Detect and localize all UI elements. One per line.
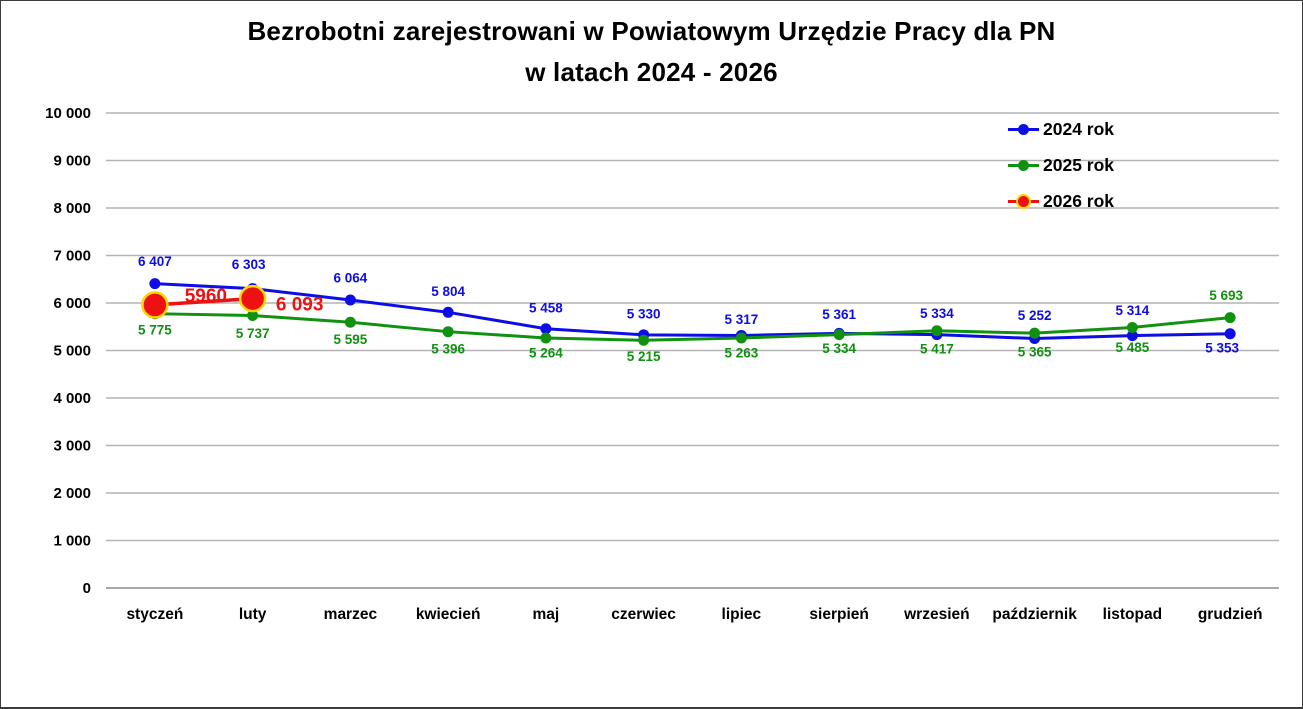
y-axis-tick-label: 0: [83, 580, 91, 597]
chart-title-line2: w latach 2024 - 2026: [525, 57, 778, 87]
marker-2026-styczeń: [141, 291, 169, 319]
legend-label-2026: 2026 rok: [1043, 191, 1114, 211]
y-axis-tick-label: 3 000: [53, 437, 91, 454]
data-label-2025-kwiecień: 5 396: [431, 341, 465, 356]
y-axis-tick-label: 10 000: [45, 105, 91, 122]
legend-item-2024: 2024 rok: [1008, 119, 1114, 139]
data-label-2024-luty: 6 303: [232, 257, 266, 272]
data-label-2024-maj: 5 458: [529, 300, 563, 315]
x-axis-month-label: grudzień: [1198, 606, 1263, 623]
x-axis-month-label: październik: [992, 606, 1077, 623]
data-label-2024-wrzesień: 5 334: [920, 306, 954, 321]
x-axis-month-label: listopad: [1103, 606, 1162, 623]
data-label-2024-październik: 5 252: [1018, 308, 1052, 323]
x-axis-month-label: kwiecień: [416, 606, 481, 623]
marker-2025-sierpień: [833, 329, 845, 341]
marker-2024-grudzień: [1224, 328, 1236, 340]
x-axis-month-label: wrzesień: [903, 606, 969, 623]
chart-title: Bezrobotni zarejestrowani w Powiatowym U…: [1, 11, 1302, 93]
marker-2026-luty: [238, 284, 267, 313]
data-label-2024-kwiecień: 5 804: [431, 284, 465, 299]
marker-2025-czerwiec: [638, 334, 650, 346]
data-label-2024-listopad: 5 314: [1115, 303, 1149, 318]
marker-2025-listopad: [1126, 321, 1138, 333]
y-axis-tick-label: 4 000: [53, 390, 91, 407]
x-axis-month-label: lipiec: [722, 606, 762, 623]
y-axis-tick-label: 1 000: [53, 532, 91, 549]
data-label-2024-marzec: 6 064: [333, 271, 367, 286]
x-axis-month-label: maj: [533, 606, 560, 623]
legend-marker: [1018, 124, 1029, 135]
y-axis-tick-label: 8 000: [53, 200, 91, 217]
legend-marker: [1016, 194, 1031, 209]
marker-2025-marzec: [344, 316, 356, 328]
x-axis-month-label: marzec: [324, 606, 378, 623]
marker-2025-grudzień: [1224, 312, 1236, 324]
data-label-2025-marzec: 5 595: [333, 332, 367, 347]
y-axis-tick-label: 7 000: [53, 247, 91, 264]
y-axis-tick-label: 2 000: [53, 485, 91, 502]
y-axis-tick-label: 6 000: [53, 295, 91, 312]
legend-item-2026: 2026 rok: [1008, 191, 1114, 211]
data-label-2025-wrzesień: 5 417: [920, 341, 954, 356]
data-label-2025-grudzień: 5 693: [1209, 288, 1243, 303]
marker-2025-kwiecień: [442, 326, 454, 338]
data-label-2025-styczeń: 5 775: [138, 322, 172, 337]
legend-marker: [1018, 160, 1029, 171]
data-label-2025-czerwiec: 5 215: [627, 349, 661, 364]
x-axis-month-label: luty: [239, 606, 267, 623]
data-label-2025-luty: 5 737: [236, 326, 270, 341]
marker-2024-marzec: [344, 294, 356, 306]
marker-2025-luty: [247, 309, 259, 321]
y-axis-tick-label: 9 000: [53, 152, 91, 169]
legend-label-2024: 2024 rok: [1043, 119, 1114, 139]
y-axis-tick-label: 5 000: [53, 342, 91, 359]
data-label-2026-styczeń: 5960: [185, 286, 227, 307]
x-axis-month-label: czerwiec: [611, 606, 676, 623]
data-label-2024-sierpień: 5 361: [822, 307, 856, 322]
series-line-2025: [153, 312, 1232, 342]
data-label-2025-październik: 5 365: [1018, 345, 1052, 360]
marker-2024-maj: [540, 323, 552, 335]
series-line-2024: [153, 282, 1232, 341]
chart-title-line1: Bezrobotni zarejestrowani w Powiatowym U…: [247, 16, 1056, 46]
marker-2025-październik: [1029, 327, 1041, 339]
legend-label-2025: 2025 rok: [1043, 155, 1114, 175]
data-label-2024-styczeń: 6 407: [138, 254, 172, 269]
data-label-2026-luty: 6 093: [276, 295, 324, 316]
data-label-2025-maj: 5 264: [529, 346, 563, 361]
marker-2024-styczeń: [149, 278, 161, 290]
data-label-2024-lipiec: 5 317: [724, 312, 758, 327]
data-label-2025-sierpień: 5 334: [822, 341, 856, 356]
data-label-2024-grudzień: 5 353: [1205, 340, 1239, 355]
legend-item-2025: 2025 rok: [1008, 155, 1114, 175]
data-label-2025-lipiec: 5 263: [724, 346, 758, 361]
x-axis-month-label: styczeń: [126, 606, 183, 623]
series-line-2026: [153, 296, 255, 307]
data-label-2024-czerwiec: 5 330: [627, 306, 661, 321]
data-label-2025-listopad: 5 485: [1115, 340, 1149, 355]
marker-2025-wrzesień: [931, 325, 943, 337]
marker-2024-listopad: [1126, 330, 1138, 342]
marker-2025-maj: [540, 332, 552, 344]
marker-2024-kwiecień: [442, 306, 454, 318]
marker-2025-lipiec: [735, 332, 747, 344]
x-axis-month-label: sierpień: [809, 606, 868, 623]
